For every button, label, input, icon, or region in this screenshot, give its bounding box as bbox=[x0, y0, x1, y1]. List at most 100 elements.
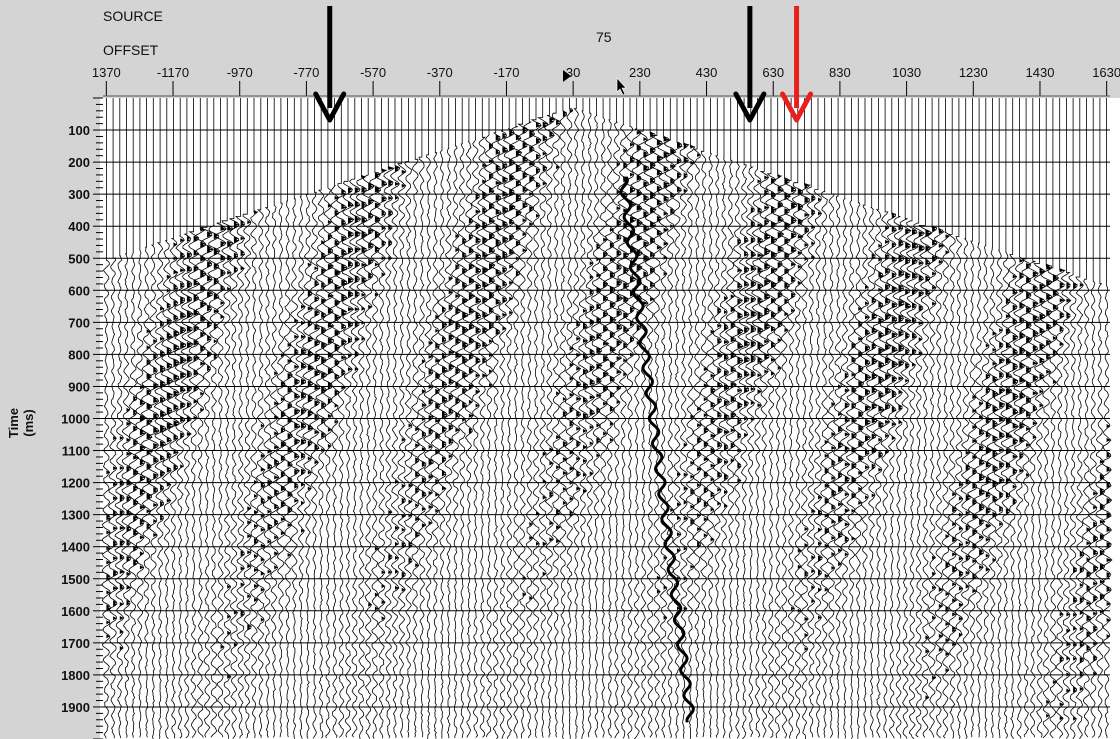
trace-fill bbox=[166, 274, 173, 503]
trace-fill bbox=[307, 262, 314, 491]
seismic-trace bbox=[636, 98, 650, 738]
trace-fill bbox=[730, 294, 737, 463]
seismic-trace bbox=[214, 98, 227, 738]
x-tick-label: 1030 bbox=[892, 65, 921, 80]
trace-fill bbox=[1059, 268, 1065, 721]
time-axis-panel bbox=[0, 98, 100, 739]
trace-fill bbox=[361, 174, 368, 341]
seismic-trace bbox=[678, 98, 690, 739]
seismic-trace bbox=[369, 98, 381, 739]
seismic-trace bbox=[712, 98, 724, 738]
trace-fill bbox=[703, 367, 709, 538]
trace-fill bbox=[415, 427, 420, 568]
trace-fill bbox=[784, 178, 791, 333]
trace-fill bbox=[186, 236, 193, 436]
seismic-trace bbox=[140, 98, 154, 738]
y-tick-label: 500 bbox=[68, 251, 90, 266]
trace-fill bbox=[952, 492, 957, 647]
trace-fill bbox=[448, 276, 455, 459]
trace-fill bbox=[515, 134, 522, 277]
y-tick-label: 900 bbox=[68, 379, 90, 394]
seismic-trace bbox=[656, 98, 671, 738]
seismic-trace bbox=[590, 98, 603, 738]
seismic-trace bbox=[980, 98, 992, 738]
seismic-trace bbox=[355, 98, 368, 739]
seismic-trace bbox=[229, 98, 240, 739]
trace-fill bbox=[348, 187, 354, 372]
black-arrow-right-head bbox=[733, 91, 767, 123]
seismic-trace bbox=[249, 98, 259, 739]
trace-fill bbox=[737, 238, 744, 483]
seismic-trace bbox=[536, 98, 549, 738]
seismic-trace bbox=[221, 98, 234, 739]
y-tick-label: 800 bbox=[68, 347, 90, 362]
seismic-trace bbox=[791, 98, 804, 739]
trace-fill bbox=[1032, 271, 1039, 440]
seismic-trace bbox=[784, 98, 798, 739]
seismic-trace bbox=[999, 98, 1013, 739]
black-arrow-left-head bbox=[313, 91, 347, 123]
trace-fill bbox=[616, 162, 623, 405]
seismic-trace bbox=[596, 98, 610, 738]
trace-fill bbox=[301, 304, 307, 533]
seismic-trace bbox=[281, 98, 294, 738]
cursor-icon bbox=[616, 77, 627, 96]
y-tick-label: 1600 bbox=[61, 604, 90, 619]
trace-fill bbox=[354, 187, 361, 372]
trace-fill bbox=[321, 240, 327, 453]
trace-fill bbox=[589, 261, 595, 476]
x-tick-label: 1370 bbox=[92, 65, 121, 80]
seismic-trace bbox=[954, 98, 964, 739]
x-tick-label: 1430 bbox=[1026, 65, 1055, 80]
seismic-trace bbox=[516, 98, 528, 739]
x-tick-label: 430 bbox=[696, 65, 718, 80]
seismic-trace bbox=[1068, 98, 1078, 739]
seismic-trace bbox=[947, 98, 957, 739]
seismic-trace bbox=[423, 98, 434, 739]
trace-fill bbox=[1019, 258, 1026, 473]
seismic-trace bbox=[986, 98, 999, 738]
seismic-trace bbox=[558, 98, 568, 739]
seismic-trace bbox=[926, 98, 938, 738]
trace-fill bbox=[1012, 274, 1019, 505]
seismic-trace bbox=[852, 98, 865, 739]
seismic-trace bbox=[174, 98, 187, 739]
seismic-trace bbox=[1026, 98, 1039, 738]
x-tick-label: -970 bbox=[227, 65, 253, 80]
trace-fill bbox=[542, 121, 548, 576]
offset-axis: 1370 -1170 -970 -770 -570 -370 -170 30 230 430 630… bbox=[92, 65, 1120, 97]
source-value: 75 bbox=[596, 29, 612, 45]
trace-fill bbox=[824, 439, 830, 592]
x-tick-label: -370 bbox=[427, 65, 453, 80]
trace-fill bbox=[643, 137, 650, 306]
trace-fill bbox=[865, 285, 871, 500]
seismic-trace bbox=[960, 98, 971, 739]
seismic-trace bbox=[905, 98, 919, 739]
seismic-trace bbox=[429, 98, 441, 739]
seismic-trace bbox=[912, 98, 925, 738]
annotation-arrows bbox=[313, 6, 814, 123]
seismic-trace bbox=[127, 98, 140, 738]
seismic-trace bbox=[262, 98, 273, 738]
seismic-trace bbox=[180, 98, 194, 739]
seismic-trace bbox=[1039, 98, 1053, 739]
trace-fill bbox=[724, 296, 730, 508]
y-tick-label: 1100 bbox=[62, 444, 90, 459]
x-tick-label: 1630 bbox=[1092, 65, 1120, 80]
trace-fill bbox=[690, 144, 695, 569]
seismic-trace bbox=[543, 98, 556, 738]
seismic-trace bbox=[468, 98, 482, 738]
seismic-trace bbox=[584, 98, 596, 738]
trace-fill bbox=[636, 130, 643, 345]
seismic-trace bbox=[865, 98, 878, 738]
seismic-trace bbox=[530, 98, 542, 738]
trace-fill bbox=[334, 195, 341, 424]
trace-fill bbox=[341, 189, 348, 390]
trace-fill bbox=[227, 224, 233, 679]
seismic-trace bbox=[101, 98, 112, 739]
trace-fill bbox=[294, 318, 300, 503]
seismic-trace bbox=[771, 98, 785, 739]
seismic-trace bbox=[442, 98, 455, 739]
offset-label: OFFSET bbox=[103, 42, 159, 58]
